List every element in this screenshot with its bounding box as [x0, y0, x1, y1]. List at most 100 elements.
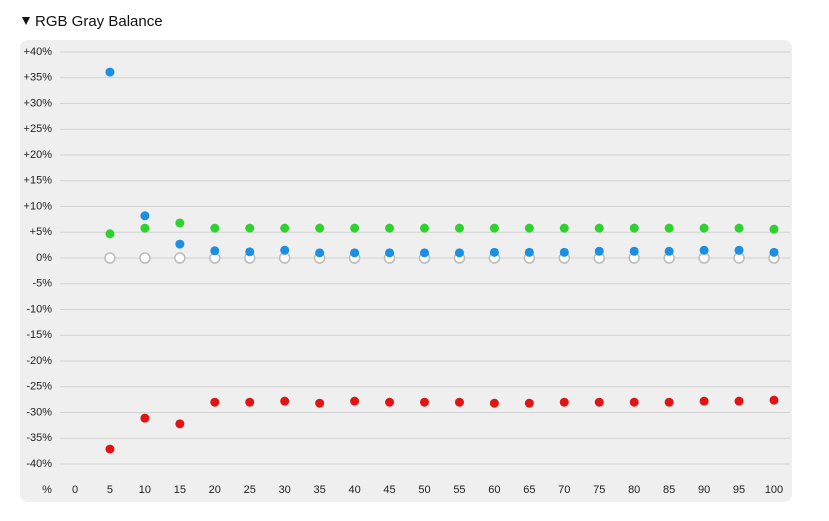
x-tick-label: 35	[314, 484, 326, 496]
data-point	[140, 211, 150, 221]
data-point	[105, 67, 115, 77]
data-point	[699, 223, 709, 233]
data-point	[454, 397, 464, 407]
plot-background	[20, 40, 792, 502]
data-point	[139, 252, 151, 264]
y-tick-label: -20%	[26, 355, 52, 367]
data-point	[594, 246, 604, 256]
data-point	[315, 398, 325, 408]
x-tick-label: 95	[733, 484, 745, 496]
y-tick-label: -30%	[26, 406, 52, 418]
data-point	[420, 397, 429, 407]
y-tick-label: 0%	[36, 252, 52, 264]
data-point	[734, 396, 744, 406]
x-tick-label: 90	[698, 484, 710, 496]
data-point	[594, 397, 604, 407]
data-point	[594, 223, 604, 233]
x-axis-label: %	[42, 484, 52, 496]
data-point	[140, 413, 150, 423]
data-point	[524, 398, 534, 408]
data-point	[385, 397, 395, 407]
data-point	[489, 223, 499, 233]
data-point	[315, 223, 325, 233]
data-point	[280, 245, 290, 255]
x-tick-label: 85	[663, 484, 675, 496]
x-tick-label: 0	[72, 484, 78, 496]
data-point	[629, 246, 639, 256]
y-tick-label: +15%	[24, 175, 53, 187]
y-tick-label: -15%	[26, 329, 52, 341]
x-tick-label: 100	[765, 484, 783, 496]
data-point	[245, 247, 255, 257]
data-point	[664, 246, 674, 256]
data-point	[664, 397, 674, 407]
x-tick-label: 30	[279, 484, 291, 496]
data-point	[105, 229, 115, 239]
x-tick-label: 20	[209, 484, 221, 496]
data-point	[699, 396, 709, 406]
data-point	[734, 223, 744, 233]
data-point	[699, 245, 709, 255]
data-point	[559, 397, 569, 407]
x-tick-label: 75	[593, 484, 605, 496]
data-point	[489, 247, 499, 257]
data-point	[454, 248, 464, 258]
data-point	[175, 239, 185, 249]
data-point	[245, 397, 255, 407]
y-tick-label: -35%	[26, 432, 52, 444]
data-point	[454, 223, 464, 233]
data-point	[664, 223, 674, 233]
y-tick-label: -40%	[26, 458, 52, 470]
data-point	[210, 397, 220, 407]
data-point	[769, 395, 779, 405]
y-tick-label: +10%	[24, 200, 53, 212]
data-point	[734, 245, 744, 255]
data-point	[524, 247, 534, 257]
x-tick-label: 45	[383, 484, 395, 496]
y-tick-label: +40%	[24, 46, 53, 58]
data-point	[769, 247, 779, 257]
data-point	[175, 419, 185, 429]
data-point	[489, 398, 499, 408]
x-tick-label: 80	[628, 484, 640, 496]
data-point	[420, 248, 429, 258]
y-tick-label: +20%	[24, 149, 53, 161]
data-point	[420, 223, 429, 233]
x-tick-label: 15	[174, 484, 186, 496]
data-point	[245, 223, 255, 233]
data-point	[629, 397, 639, 407]
y-tick-label: +25%	[24, 123, 53, 135]
x-tick-label: 10	[139, 484, 151, 496]
data-point	[350, 248, 360, 258]
x-tick-label: 50	[418, 484, 430, 496]
x-tick-label: 65	[523, 484, 535, 496]
data-point	[210, 246, 220, 256]
y-tick-label: +30%	[24, 97, 53, 109]
x-tick-label: 55	[453, 484, 465, 496]
y-tick-label: +35%	[24, 72, 53, 84]
data-point	[385, 223, 395, 233]
data-point	[769, 224, 779, 234]
data-point	[559, 247, 569, 257]
data-point	[280, 223, 290, 233]
collapse-icon[interactable]	[22, 17, 30, 25]
data-point	[104, 252, 116, 264]
y-tick-label: +5%	[30, 226, 53, 238]
x-tick-label: 60	[488, 484, 500, 496]
data-point	[174, 252, 186, 264]
data-point	[315, 248, 325, 258]
x-tick-label: 70	[558, 484, 570, 496]
data-point	[140, 223, 150, 233]
data-point	[350, 223, 360, 233]
x-tick-label: 25	[244, 484, 256, 496]
chart-title: RGB Gray Balance	[35, 13, 163, 30]
data-point	[210, 223, 220, 233]
data-point	[175, 218, 185, 228]
x-tick-label: 40	[348, 484, 360, 496]
data-point	[385, 248, 395, 258]
y-tick-label: -25%	[26, 381, 52, 393]
x-tick-label: 5	[107, 484, 113, 496]
y-tick-label: -10%	[26, 303, 52, 315]
data-point	[524, 223, 534, 233]
